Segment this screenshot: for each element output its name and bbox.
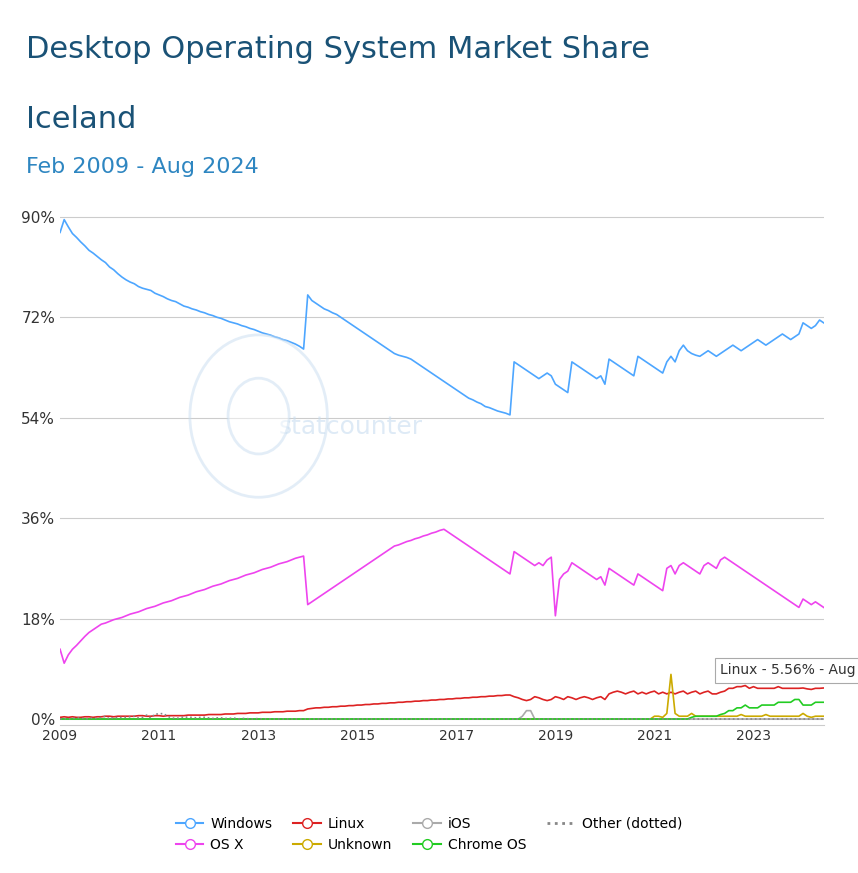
Text: statcounter: statcounter: [278, 415, 422, 439]
Text: Feb 2009 - Aug 2024: Feb 2009 - Aug 2024: [26, 157, 258, 177]
Text: Linux - 5.56% - Aug 2024: Linux - 5.56% - Aug 2024: [721, 663, 858, 677]
Legend: Windows, OS X, Linux, Unknown, iOS, Chrome OS, Other (dotted): Windows, OS X, Linux, Unknown, iOS, Chro…: [170, 811, 688, 857]
Text: Desktop Operating System Market Share: Desktop Operating System Market Share: [26, 35, 650, 64]
Ellipse shape: [228, 378, 289, 454]
Text: Iceland: Iceland: [26, 105, 136, 134]
